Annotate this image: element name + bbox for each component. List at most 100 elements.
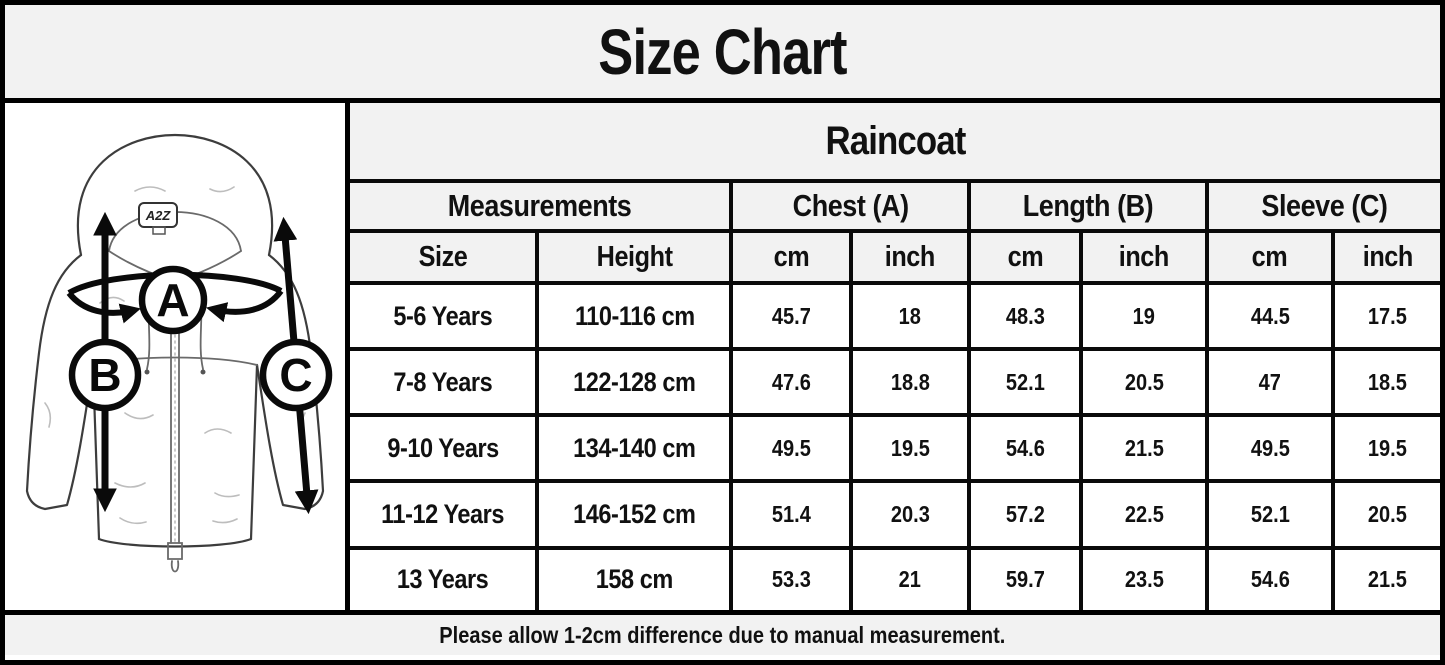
product-header-cell: Raincoat xyxy=(350,103,1440,183)
length-cm-cell: 54.6 xyxy=(1005,434,1045,461)
size-cell: 7-8 Years xyxy=(393,366,493,397)
chest-cm-cell: 49.5 xyxy=(771,434,811,461)
brand-patch-tab xyxy=(152,226,166,235)
table-cell: 23.5 xyxy=(1079,545,1209,610)
sleeve-inch-cell: 19.5 xyxy=(1368,434,1408,461)
length-cm-cell: 52.1 xyxy=(1005,368,1045,395)
chest-inch-cell: 19.5 xyxy=(890,434,930,461)
height-cell: 122-128 cm xyxy=(573,366,696,397)
sleeve-inch-cell: 17.5 xyxy=(1368,302,1408,329)
chest-arrow-right xyxy=(206,289,284,323)
table-cell: 21 xyxy=(849,545,972,610)
sleeve-header: Sleeve (C) xyxy=(1204,179,1440,233)
length-header: Length (B) xyxy=(967,179,1209,233)
sleeve-cm-cell: 49.5 xyxy=(1250,434,1290,461)
sleeve-cm-column-header: cm xyxy=(1204,229,1336,285)
measurements-header: Measurements xyxy=(350,179,734,233)
size-column-header: Size xyxy=(350,229,540,285)
group-header-row: Measurements Chest (A) Length (B) Sleeve… xyxy=(350,179,1440,233)
title-band: Size Chart xyxy=(5,5,1440,103)
length-inch-cell: 21.5 xyxy=(1124,434,1164,461)
table-cell: 18 xyxy=(849,280,972,352)
table-cell: 57.2 xyxy=(967,479,1084,550)
chest-cm-cell: 47.6 xyxy=(771,368,811,395)
length-label: B xyxy=(88,349,121,401)
height-cell: 146-152 cm xyxy=(573,498,696,529)
length-header-label: Length (B) xyxy=(1022,188,1154,223)
table-row: 11-12 Years 146-152 cm 51.4 20.3 57.2 22.5 52.… xyxy=(350,479,1440,550)
length-label-circle xyxy=(68,338,142,412)
size-table: Raincoat Measurements Chest (A) Length (… xyxy=(350,103,1440,610)
drawcord-left-tip xyxy=(144,369,150,375)
brand-label: A2Z xyxy=(145,208,172,223)
chest-label: A xyxy=(156,274,189,326)
sleeve-label-circle xyxy=(259,338,333,412)
sleeve-inch-cell: 21.5 xyxy=(1368,566,1408,593)
size-cell: 5-6 Years xyxy=(393,300,493,331)
footer-note: Please allow 1-2cm difference due to man… xyxy=(439,621,1006,648)
zipper-pull xyxy=(167,542,183,573)
chest-label-circle xyxy=(138,265,208,335)
table-cell: 54.6 xyxy=(1204,545,1336,610)
length-cm-column-header: cm xyxy=(967,229,1084,285)
sleeve-inch-cell: 20.5 xyxy=(1368,500,1408,527)
measure-arrows: A B C xyxy=(66,211,333,515)
chest-inch-cell: 18.8 xyxy=(890,368,930,395)
table-row: 5-6 Years 110-116 cm 45.7 18 48.3 19 44.5 17.5 xyxy=(350,280,1440,352)
length-inch-cell: 19 xyxy=(1132,302,1156,329)
table-cell: 11-12 Years xyxy=(350,479,540,550)
length-cm-cell: 59.7 xyxy=(1005,566,1045,593)
chest-inch-cell: 20.3 xyxy=(890,500,930,527)
table-cell: 20.3 xyxy=(849,479,972,550)
page-title: Size Chart xyxy=(598,15,847,88)
table-cell: 146-152 cm xyxy=(535,479,734,550)
chest-header: Chest (A) xyxy=(729,179,972,233)
size-column-label: Size xyxy=(418,240,468,273)
length-cm-cell: 48.3 xyxy=(1005,302,1045,329)
table-row: 7-8 Years 122-128 cm 47.6 18.8 52.1 20.5 47 18.… xyxy=(350,347,1440,418)
chest-cm-cell: 53.3 xyxy=(771,566,811,593)
left-sleeve xyxy=(25,253,95,511)
length-cm-cell: 57.2 xyxy=(1005,500,1045,527)
height-column-label: Height xyxy=(596,240,673,273)
length-inch-column-header: inch xyxy=(1079,229,1209,285)
size-cell: 11-12 Years xyxy=(381,498,505,529)
chest-cm-cell: 45.7 xyxy=(771,302,811,329)
size-table-body: 5-6 Years 110-116 cm 45.7 18 48.3 19 44.5 17.5 7… xyxy=(350,280,1440,610)
length-inch-cell: 22.5 xyxy=(1124,500,1164,527)
table-row: 9-10 Years 134-140 cm 49.5 19.5 54.6 21.5 49.5… xyxy=(350,413,1440,484)
table-cell: 49.5 xyxy=(1204,413,1336,484)
table-cell: 7-8 Years xyxy=(350,347,540,418)
product-title: Raincoat xyxy=(824,118,966,163)
table-cell: 21.5 xyxy=(1079,413,1209,484)
table-cell: 17.5 xyxy=(1331,280,1440,352)
table-cell: 18.5 xyxy=(1331,347,1440,418)
product-header-row: Raincoat xyxy=(350,103,1440,183)
table-cell: 59.7 xyxy=(967,545,1084,610)
hood-outline xyxy=(76,133,274,257)
table-cell: 20.5 xyxy=(1079,347,1209,418)
raincoat-diagram: A2Z A xyxy=(25,133,333,573)
table-cell: 20.5 xyxy=(1331,479,1440,550)
table-cell: 19.5 xyxy=(849,413,972,484)
height-cell: 158 cm xyxy=(595,564,674,595)
table-cell: 48.3 xyxy=(967,280,1084,352)
table-cell: 51.4 xyxy=(729,479,854,550)
drawing-panel: A2Z A xyxy=(5,103,350,610)
table-cell: 158 cm xyxy=(535,545,734,610)
sleeve-inch-label: inch xyxy=(1362,240,1413,273)
table-cell: 21.5 xyxy=(1331,545,1440,610)
table-cell: 18.8 xyxy=(849,347,972,418)
sleeve-inch-column-header: inch xyxy=(1331,229,1440,285)
table-row: 13 Years 158 cm 53.3 21 59.7 23.5 54.6 21.5 xyxy=(350,545,1440,610)
chest-cm-column-header: cm xyxy=(729,229,854,285)
measurements-header-label: Measurements xyxy=(447,188,632,223)
sleeve-cm-cell: 52.1 xyxy=(1250,500,1290,527)
table-cell: 5-6 Years xyxy=(350,280,540,352)
table-cell: 134-140 cm xyxy=(535,413,734,484)
table-cell: 122-128 cm xyxy=(535,347,734,418)
size-cell: 13 Years xyxy=(397,564,489,595)
sleeve-cm-cell: 47 xyxy=(1258,368,1282,395)
sleeve-inch-cell: 18.5 xyxy=(1368,368,1408,395)
